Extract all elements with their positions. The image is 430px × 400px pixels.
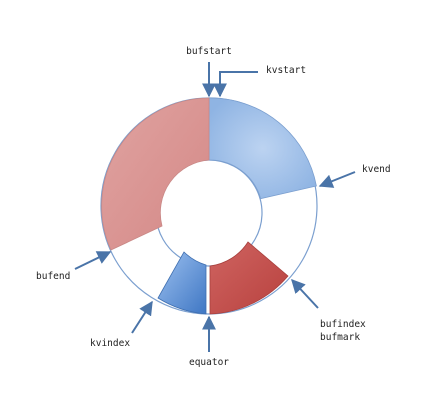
arrow-icon [74,251,112,270]
label-kvend: kvend [362,164,391,175]
label-bufend: bufend [36,271,70,282]
arrow-icon [213,71,258,98]
label-bufstart: bufstart [186,46,232,57]
label-equator: equator [189,357,229,368]
segment-kvindex [157,251,207,315]
label-kvindex: kvindex [90,338,130,349]
label-kvstart: kvstart [266,65,306,76]
segment-bufend [101,97,210,251]
label-bufindex: bufindex [320,319,366,330]
segment-kvstart-kvend [208,97,317,200]
segment-bufindex [209,241,289,315]
arrow-icon [291,278,319,309]
arrows [74,62,356,352]
ring [100,97,318,315]
label-bufmark: bufmark [320,332,360,343]
arrow-icon [318,171,356,188]
labels: bufstart kvstart kvend bufend bufindex b… [36,46,391,368]
arrow-icon [131,300,153,334]
